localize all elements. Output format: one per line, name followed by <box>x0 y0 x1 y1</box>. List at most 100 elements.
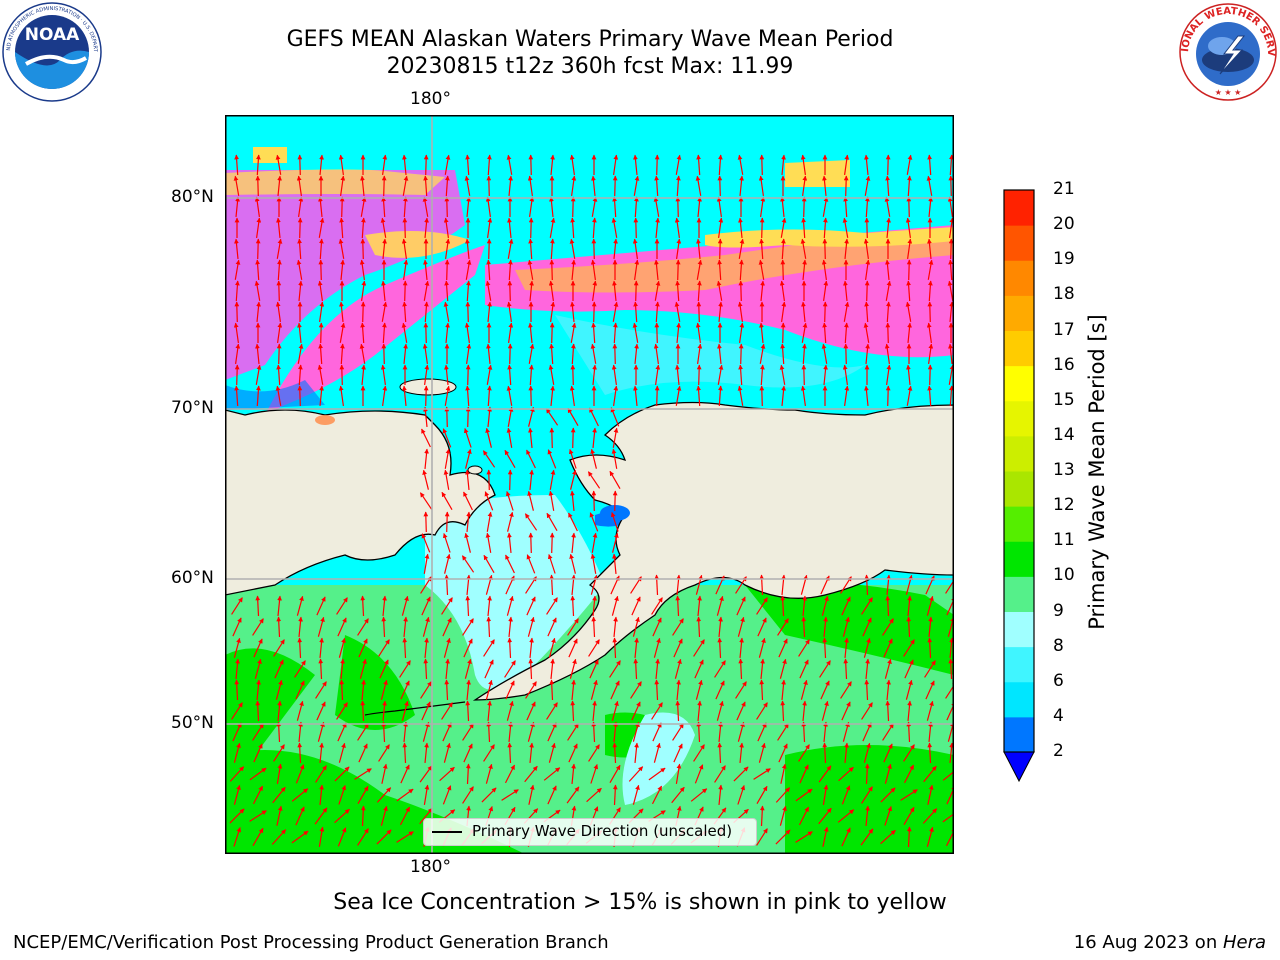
wave-direction-arrow <box>421 533 431 553</box>
wave-direction-arrow <box>653 196 660 217</box>
wave-direction-arrow <box>697 343 703 364</box>
wave-direction-arrow <box>255 238 261 260</box>
wave-direction-arrow <box>738 364 743 386</box>
wave-direction-arrow <box>381 280 386 301</box>
wave-direction-arrow <box>570 322 577 343</box>
wave-direction-arrow <box>927 238 932 259</box>
wave-direction-arrow <box>465 238 470 259</box>
wave-direction-arrow <box>338 238 345 259</box>
wave-direction-arrow <box>588 744 600 762</box>
wave-direction-arrow <box>883 638 893 658</box>
wave-direction-arrow <box>882 618 894 636</box>
wave-direction-arrow <box>922 808 938 824</box>
wave-direction-arrow <box>527 175 533 196</box>
wave-direction-arrow <box>361 217 366 239</box>
wave-direction-arrow <box>718 616 723 637</box>
wave-direction-arrow <box>613 322 618 344</box>
wave-direction-arrow <box>506 301 512 322</box>
nws-logo: NATIONAL WEATHER SERVICE ★ ★ ★ <box>1178 2 1277 101</box>
wave-direction-arrow <box>319 301 325 322</box>
wave-direction-arrow <box>420 681 432 699</box>
wave-direction-arrow <box>466 196 471 217</box>
wave-direction-arrow <box>739 742 744 763</box>
wave-direction-arrow <box>507 217 512 238</box>
wave-direction-arrow <box>738 658 744 680</box>
wave-direction-arrow <box>361 280 367 301</box>
wave-direction-arrow <box>672 723 684 741</box>
wave-direction-arrow <box>319 742 324 763</box>
wave-direction-arrow <box>759 805 765 827</box>
wave-direction-arrow <box>506 154 513 175</box>
wave-direction-arrow <box>759 154 765 176</box>
wave-direction-arrow <box>402 742 408 764</box>
wave-direction-arrow <box>865 805 870 826</box>
wave-direction-arrow <box>465 301 471 323</box>
wave-direction-arrow <box>757 722 767 742</box>
wave-direction-arrow <box>402 637 408 659</box>
wave-direction-arrow <box>569 658 577 679</box>
wave-direction-arrow <box>654 385 660 407</box>
wave-direction-arrow <box>861 786 873 804</box>
wave-direction-arrow <box>863 238 869 259</box>
wave-direction-arrow <box>675 763 682 784</box>
wave-direction-arrow <box>633 658 639 680</box>
wave-direction-arrow <box>443 742 451 763</box>
wave-direction-arrow <box>359 259 365 280</box>
wave-direction-arrow <box>714 765 726 783</box>
wave-direction-arrow <box>570 469 577 490</box>
wave-direction-arrow <box>298 721 303 742</box>
wave-direction-arrow <box>907 595 912 616</box>
wave-direction-arrow <box>528 238 533 260</box>
wave-direction-arrow <box>482 450 496 468</box>
wave-direction-arrow <box>443 217 449 238</box>
wave-direction-arrow <box>295 764 305 784</box>
wave-direction-arrow <box>423 175 428 197</box>
colorbar-under-triangle <box>1003 751 1035 783</box>
wave-direction-arrow <box>235 343 241 364</box>
wave-direction-arrows <box>229 154 954 848</box>
wave-direction-arrow <box>633 385 638 406</box>
wave-direction-arrow <box>759 679 765 701</box>
wave-direction-arrow <box>795 831 813 843</box>
wave-direction-arrow <box>507 637 513 659</box>
wave-direction-arrow <box>948 238 954 260</box>
wave-direction-arrow <box>272 786 286 804</box>
wave-direction-arrow <box>466 280 471 302</box>
wave-direction-arrow <box>758 259 765 280</box>
wave-direction-arrow <box>235 196 240 217</box>
wave-direction-arrow <box>424 448 429 469</box>
wave-direction-arrow <box>317 616 325 637</box>
wave-direction-arrow <box>822 301 828 323</box>
wave-direction-arrow <box>569 238 576 259</box>
wave-direction-arrow <box>675 259 681 281</box>
colorbar-segment <box>1004 365 1034 402</box>
wave-direction-arrow <box>549 679 555 701</box>
wave-direction-arrow <box>928 280 933 302</box>
wave-direction-arrow <box>781 301 787 322</box>
wave-direction-arrow <box>256 217 262 238</box>
wave-direction-arrow <box>759 217 765 239</box>
wave-direction-arrow <box>865 343 870 364</box>
wave-direction-arrow <box>818 807 832 825</box>
wave-direction-arrow <box>780 763 787 784</box>
wave-direction-arrow <box>756 785 768 804</box>
wave-direction-arrow <box>466 679 471 700</box>
wave-direction-arrow <box>376 829 392 845</box>
wave-direction-arrow <box>465 154 470 176</box>
wave-direction-arrow <box>864 217 870 239</box>
wave-direction-arrow <box>550 154 555 175</box>
wave-direction-arrow <box>718 301 723 322</box>
wave-direction-arrow <box>611 700 619 721</box>
wave-direction-arrow <box>737 785 746 805</box>
wave-direction-arrow <box>759 238 764 260</box>
wave-direction-arrow <box>696 385 701 407</box>
wave-direction-arrow <box>947 196 953 217</box>
wave-direction-arrow <box>424 217 429 238</box>
wave-direction-arrow <box>880 787 896 803</box>
wave-direction-arrow <box>339 196 345 218</box>
wave-direction-arrow <box>297 217 303 239</box>
wave-direction-arrow <box>904 659 914 679</box>
wave-direction-arrow <box>464 658 472 679</box>
wave-direction-arrow <box>340 343 345 365</box>
wave-direction-arrow <box>837 809 855 823</box>
